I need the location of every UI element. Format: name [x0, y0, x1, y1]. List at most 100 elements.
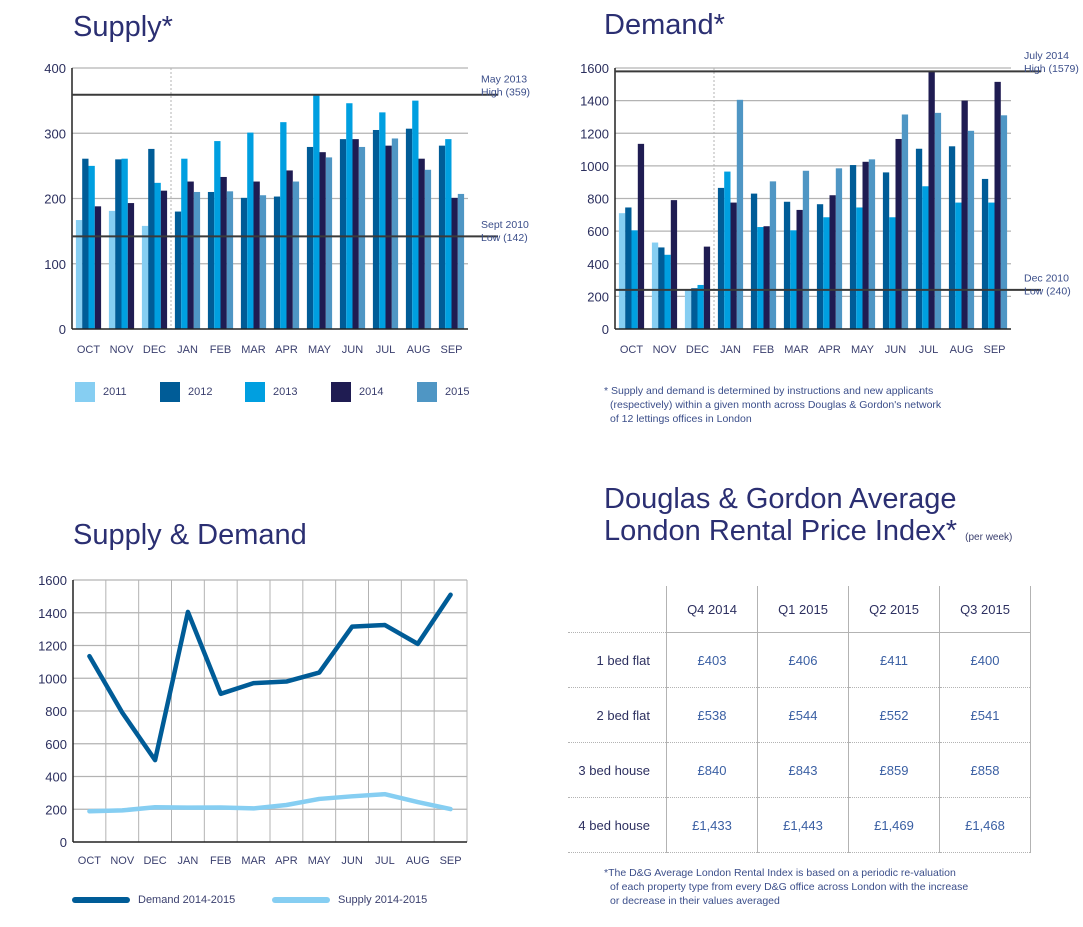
- rental-index-unit: (per week): [965, 531, 1013, 543]
- legend-item-demand: Demand 2014-2015: [72, 894, 235, 906]
- bar-2014-mar: [253, 181, 260, 329]
- bar-2014-sep: [994, 81, 1001, 329]
- y-tick-label: 400: [45, 770, 67, 785]
- x-tick-label: DEC: [686, 344, 709, 356]
- y-tick-label: 100: [44, 257, 66, 272]
- bar-2014-nov: [127, 203, 135, 329]
- bar-2014-mar: [796, 209, 803, 329]
- bar-2012-may: [849, 165, 857, 329]
- legend-label-2012: 2012: [188, 386, 213, 398]
- bar-2013-apr: [823, 217, 830, 329]
- bar-2012-oct: [625, 207, 632, 329]
- table-cell: £400: [939, 632, 1031, 688]
- x-tick-label: AUG: [407, 344, 431, 356]
- high-annotation: May 2013: [481, 73, 527, 85]
- legend-swatch-2015: [417, 382, 437, 402]
- bar-2012-jul: [915, 148, 923, 329]
- y-tick-label: 400: [587, 257, 609, 272]
- y-tick-label: 200: [45, 802, 67, 817]
- y-tick-label: 1000: [580, 159, 609, 174]
- bar-2013-nov: [121, 158, 128, 329]
- bar-2014-oct: [637, 143, 645, 329]
- x-tick-label: MAR: [784, 344, 809, 356]
- legend-label-2014: 2014: [359, 386, 384, 398]
- bar-2012-apr: [273, 196, 281, 329]
- legend-swatch-2014: [331, 382, 351, 402]
- y-tick-label: 1400: [580, 94, 609, 109]
- y-tick-label: 800: [45, 704, 67, 719]
- legend-swatch-supply: [272, 897, 330, 903]
- x-tick-label: MAY: [308, 855, 332, 867]
- bar-2013-apr: [280, 122, 287, 329]
- column-header: Q2 2015: [848, 586, 940, 633]
- legend-item-2011: 2011: [75, 382, 127, 402]
- rental-index-table: Q4 2014 Q1 2015 Q2 2015 Q3 2015 1 bed fl…: [568, 586, 1031, 853]
- bar-2014-jun: [352, 139, 359, 329]
- legend-swatch-2013: [245, 382, 265, 402]
- bar-2015-mar: [802, 170, 810, 329]
- bar-2011-oct: [75, 220, 83, 329]
- bar-2014-jul: [928, 71, 935, 329]
- y-tick-label: 1600: [580, 61, 609, 76]
- bar-2015-feb: [226, 191, 234, 329]
- table-cell: £406: [757, 632, 849, 688]
- rental-footnote-line-2: of each property type from every D&G off…: [610, 881, 969, 893]
- table-cell: £403: [666, 632, 758, 688]
- y-tick-label: 800: [587, 192, 609, 207]
- demand-bar-chart: 0 200 400 600 800 1000 1200 1400 1600 OCT NOV DEC JA…: [580, 50, 1079, 356]
- supply-bar-chart: 0 100 200 300 400 OCT NOV DEC JAN FEB MAR APR MAY JUN…: [44, 61, 530, 356]
- bar-2012-dec: [691, 288, 698, 329]
- bar-2012-may: [306, 146, 314, 329]
- table-cell: £859: [848, 742, 940, 798]
- x-tick-label: SEP: [440, 344, 462, 356]
- bar-2015-jun: [358, 146, 366, 329]
- table-cell: £411: [848, 632, 940, 688]
- row-label: 3 bed house: [568, 742, 667, 798]
- bar-2014-oct: [94, 206, 102, 329]
- bar-2014-apr: [829, 195, 836, 329]
- bar-2013-jul: [379, 112, 386, 329]
- row-label: 2 bed flat: [568, 687, 667, 743]
- column-header: Q3 2015: [939, 586, 1031, 633]
- low-annotation: Sept 2010: [481, 219, 529, 231]
- bar-2015-feb: [769, 181, 777, 329]
- bar-2012-aug: [405, 128, 413, 329]
- bar-2015-sep: [1000, 115, 1008, 330]
- bar-2012-oct: [82, 158, 89, 329]
- y-tick-label: 600: [587, 224, 609, 239]
- bar-2013-aug: [412, 100, 419, 329]
- x-tick-label: NOV: [110, 855, 135, 867]
- bar-2012-mar: [240, 197, 248, 329]
- x-tick-label: DEC: [143, 855, 166, 867]
- bar-2013-sep: [445, 139, 452, 329]
- bar-2013-feb: [757, 227, 764, 329]
- y-tick-label: 200: [44, 192, 66, 207]
- y-tick-label: 600: [45, 737, 67, 752]
- bar-2014-jun: [895, 138, 902, 329]
- x-tick-label: AUG: [406, 855, 430, 867]
- bar-2013-jan: [724, 171, 731, 329]
- x-tick-label: OCT: [78, 855, 102, 867]
- table-cell: £1,469: [848, 797, 940, 853]
- rental-footnote-line-1: *The D&G Average London Rental Index is …: [604, 867, 956, 879]
- legend-label-2015: 2015: [445, 386, 470, 398]
- rental-footnote-line-3: or decrease in their values averaged: [610, 895, 780, 907]
- bar-2015-jun: [901, 114, 909, 329]
- bar-2015-jan: [193, 191, 201, 329]
- table-cell: £552: [848, 687, 940, 743]
- line-legend: Demand 2014-2015 Supply 2014-2015: [0, 894, 540, 912]
- column-header: Q1 2015: [757, 586, 849, 633]
- y-tick-label: 200: [587, 289, 609, 304]
- demand-footnote: * Supply and demand is determined by ins…: [604, 384, 941, 426]
- supply-title: Supply*: [73, 11, 173, 43]
- bar-2014-nov: [670, 200, 678, 329]
- bar-2014-jan: [187, 181, 194, 329]
- y-tick-label: 0: [59, 322, 66, 337]
- x-tick-label: JUL: [376, 344, 396, 356]
- bar-2015-jul: [934, 112, 942, 329]
- bar-2013-dec: [697, 284, 704, 329]
- bar-2014-sep: [451, 197, 458, 329]
- bar-2014-apr: [286, 170, 293, 329]
- bar-2013-jun: [889, 217, 896, 329]
- bar-2014-dec: [160, 190, 168, 329]
